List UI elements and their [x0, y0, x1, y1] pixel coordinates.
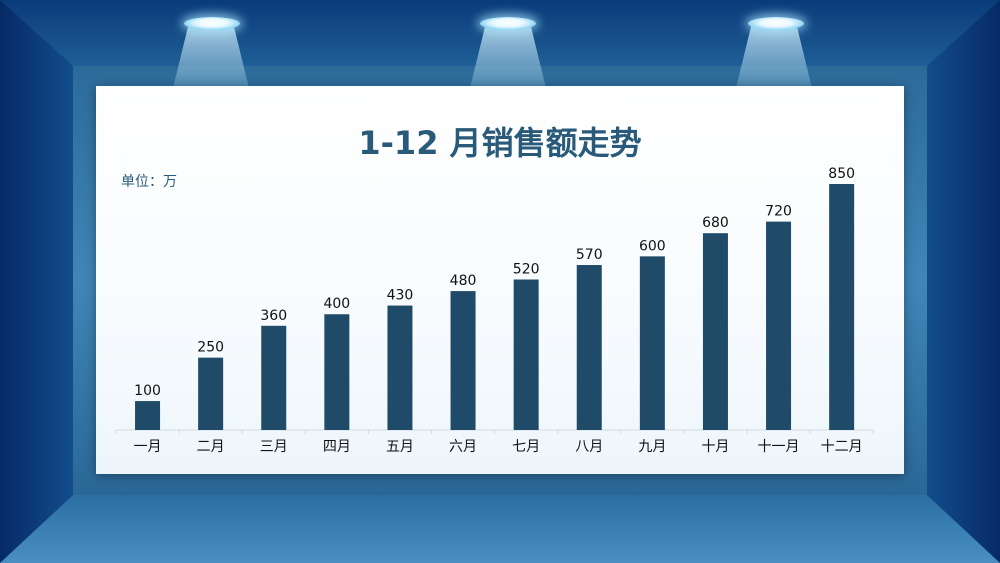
- category-label-8: 八月: [575, 439, 603, 455]
- bar-3: [261, 325, 287, 430]
- bar-1: [135, 401, 161, 430]
- spotlight-lamp-center: [480, 17, 536, 30]
- spotlight-lamp-right: [748, 17, 804, 30]
- bar-12: [829, 184, 855, 430]
- bar-9: [639, 256, 665, 430]
- data-label-8: 570: [576, 247, 603, 263]
- data-label-2: 250: [197, 340, 224, 356]
- bar-10: [702, 233, 728, 430]
- bar-2: [198, 357, 224, 430]
- bar-4: [324, 314, 350, 430]
- category-label-3: 三月: [260, 439, 288, 455]
- category-label-4: 四月: [323, 439, 351, 455]
- data-label-12: 850: [828, 166, 855, 182]
- spotlight-beam-left: [173, 26, 249, 88]
- category-label-7: 七月: [512, 439, 540, 455]
- bar-7: [513, 279, 539, 430]
- category-label-6: 六月: [449, 439, 477, 455]
- category-label-5: 五月: [386, 439, 414, 455]
- spotlight-beam-right: [736, 26, 812, 88]
- category-label-1: 一月: [134, 439, 162, 455]
- data-label-3: 360: [260, 308, 287, 324]
- data-label-9: 600: [639, 238, 666, 254]
- data-label-7: 520: [513, 262, 540, 278]
- bar-11: [766, 221, 792, 430]
- category-label-11: 十一月: [758, 439, 800, 455]
- bar-6: [450, 291, 476, 430]
- category-label-2: 二月: [197, 439, 225, 455]
- spotlight-lamp-left: [184, 17, 240, 30]
- data-label-4: 400: [323, 296, 350, 312]
- category-label-12: 十二月: [821, 439, 863, 455]
- bar-5: [387, 305, 413, 430]
- category-label-10: 十月: [701, 439, 729, 455]
- chart-title: 1-12 月销售额走势: [358, 124, 642, 162]
- data-label-1: 100: [134, 383, 161, 399]
- data-label-11: 720: [765, 204, 792, 220]
- category-label-9: 九月: [638, 439, 666, 455]
- data-label-6: 480: [450, 273, 477, 289]
- data-label-5: 430: [387, 288, 414, 304]
- bar-8: [576, 265, 602, 430]
- unit-label: 单位：万: [121, 174, 177, 190]
- data-label-10: 680: [702, 215, 729, 231]
